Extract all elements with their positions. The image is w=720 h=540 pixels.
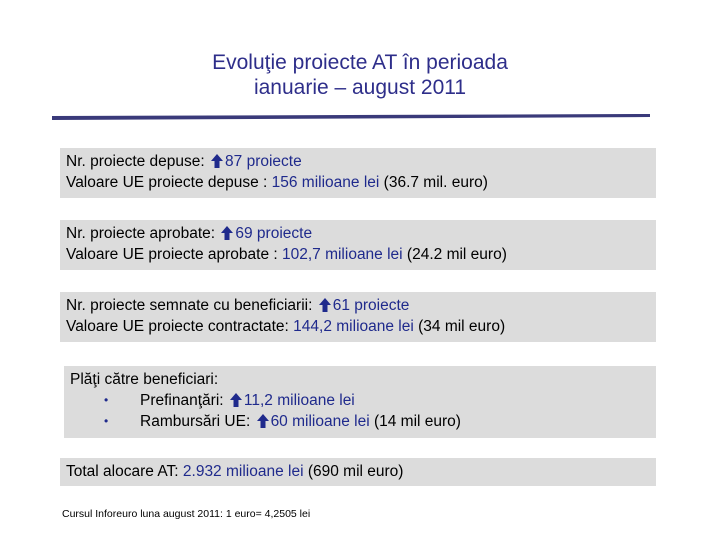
signed-projects-box: Nr. proiecte semnate cu beneficiarii: 61…	[60, 292, 656, 342]
approved-count-value: 69 proiecte	[235, 225, 313, 242]
title-line-1: Evoluţie proiecte AT în perioada	[212, 51, 508, 74]
approved-value-line: Valoare UE proiecte aprobate : 102,7 mil…	[66, 244, 650, 265]
list-item: • Prefinanţări: 11,2 milioane lei	[70, 390, 650, 411]
bullet-icon: •	[104, 414, 109, 428]
submitted-value-line: Valoare UE proiecte depuse : 156 milioan…	[66, 172, 650, 193]
submitted-value-euro: (36.7 mil. euro)	[379, 174, 488, 191]
signed-value-label: Valoare UE proiecte contractate:	[66, 318, 294, 335]
submitted-value-label: Valoare UE proiecte depuse :	[66, 174, 272, 191]
payments-box: Plăţi către beneficiari: • Prefinanţări:…	[64, 366, 656, 438]
reimbursement-euro: (14 mil euro)	[369, 413, 461, 430]
approved-projects-box: Nr. proiecte aprobate: 69 proiecte Valoa…	[60, 220, 656, 270]
signed-count-line: Nr. proiecte semnate cu beneficiarii: 61…	[66, 295, 650, 316]
page-title: Evoluţie proiecte AT în perioada ianuari…	[120, 50, 600, 100]
submitted-count-line: Nr. proiecte depuse: 87 proiecte	[66, 151, 650, 172]
signed-count-value: 61 proiecte	[332, 297, 410, 314]
reimbursement-value: 60 milioane lei	[270, 413, 370, 430]
signed-value-line: Valoare UE proiecte contractate: 144,2 m…	[66, 316, 650, 337]
title-underline	[52, 114, 650, 120]
up-arrow-icon	[229, 393, 242, 407]
bullet-icon: •	[104, 393, 109, 407]
title-line-2: ianuarie – august 2011	[253, 76, 467, 99]
total-allocation-box: Total alocare AT: 2.932 milioane lei (69…	[60, 458, 656, 486]
exchange-rate-footnote: Cursul Inforeuro luna august 2011: 1 eur…	[62, 508, 311, 520]
up-arrow-icon	[318, 298, 331, 312]
approved-value-amount: 102,7 milioane lei	[281, 246, 403, 263]
signed-count-label: Nr. proiecte semnate cu beneficiarii:	[66, 297, 317, 314]
approved-count-label: Nr. proiecte aprobate:	[66, 225, 220, 242]
up-arrow-icon	[211, 154, 224, 168]
list-item: • Rambursări UE: 60 milioane lei (14 mil…	[70, 411, 650, 432]
up-arrow-icon	[221, 226, 234, 240]
total-allocation-value: 2.932 milioane lei	[182, 463, 304, 480]
signed-value-euro: (34 mil euro)	[413, 318, 506, 335]
approved-count-line: Nr. proiecte aprobate: 69 proiecte	[66, 223, 650, 244]
submitted-count-value: 87 proiecte	[225, 153, 302, 170]
approved-value-label: Valoare UE proiecte aprobate :	[66, 246, 282, 263]
reimbursement-label: Rambursări UE:	[140, 413, 255, 430]
submitted-count-label: Nr. proiecte depuse:	[66, 153, 210, 170]
prefinancing-label: Prefinanţări:	[140, 392, 228, 409]
total-allocation-euro: (690 mil euro)	[303, 463, 404, 480]
approved-value-euro: (24.2 mil euro)	[402, 246, 507, 263]
submitted-value-amount: 156 milioane lei	[271, 174, 380, 191]
up-arrow-icon	[256, 414, 269, 428]
total-allocation-label: Total alocare AT:	[66, 463, 183, 480]
payments-heading: Plăţi către beneficiari:	[70, 371, 219, 388]
prefinancing-value: 11,2 milioane lei	[243, 392, 355, 409]
submitted-projects-box: Nr. proiecte depuse: 87 proiecte Valoare…	[60, 148, 656, 198]
signed-value-amount: 144,2 milioane lei	[293, 318, 414, 335]
